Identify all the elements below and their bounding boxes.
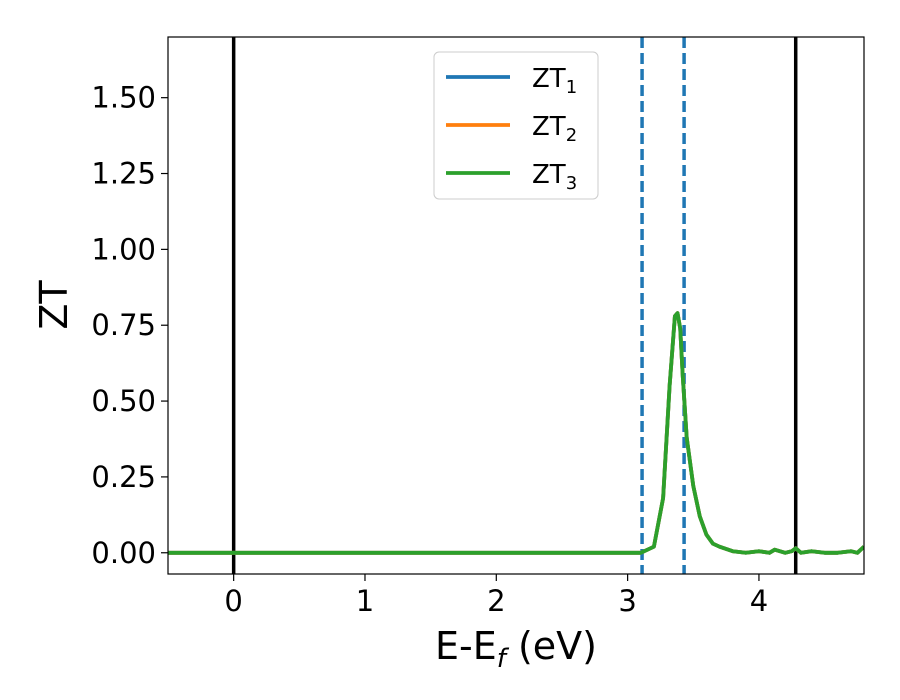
y-axis-title: ZT (32, 280, 76, 330)
series-line-3 (168, 311, 864, 555)
x-tick-label-4: 4 (750, 584, 768, 618)
y-tick-label-3: 0.75 (91, 308, 156, 342)
x-tick-label-3: 3 (618, 584, 636, 618)
legend: ZT1 ZT2 ZT3 (433, 51, 599, 200)
y-tick-label-2: 0.50 (91, 384, 156, 418)
legend-box (433, 51, 599, 200)
y-tick-label-0: 0.00 (91, 536, 156, 570)
x-tick-label-0: 0 (224, 584, 242, 618)
x-axis-title: E-Ef (eV) (435, 624, 597, 674)
series-layer (168, 311, 864, 555)
x-tick-label-1: 1 (356, 584, 374, 618)
y-tick-label-4: 1.00 (91, 232, 156, 266)
y-tick-label-6: 1.50 (91, 81, 156, 115)
y-tick-label-1: 0.25 (91, 460, 156, 494)
legend-label-1: ZT1 (532, 64, 577, 98)
y-axis: 0.00 0.25 0.50 0.75 1.00 1.25 1.50 (91, 81, 168, 570)
plot-frame (167, 36, 865, 575)
x-axis: 0 1 2 3 4 (224, 574, 768, 618)
x-tick-label-2: 2 (487, 584, 505, 618)
legend-label-3: ZT3 (532, 160, 577, 194)
x-axis-title-tail: (eV) (506, 624, 597, 668)
x-axis-title-main: E-E (435, 624, 497, 668)
reference-lines (231, 37, 798, 574)
y-tick-label-5: 1.25 (91, 157, 156, 191)
legend-label-2: ZT2 (532, 112, 577, 146)
